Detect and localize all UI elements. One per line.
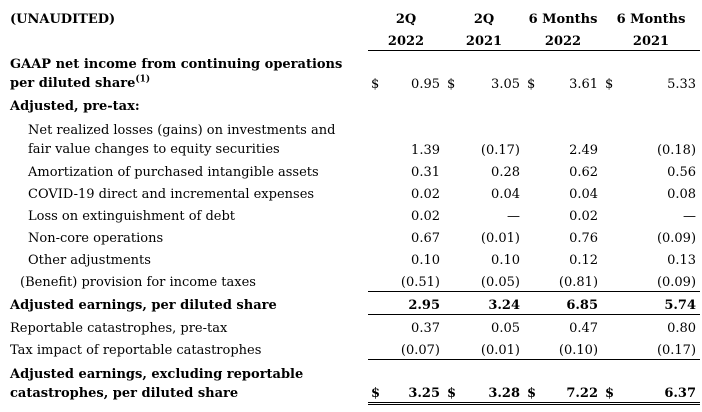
value-6m-2022: 3.61 [569,76,599,92]
header-row-2: 2022 2021 2022 2021 [2,28,701,51]
currency-symbol: $ [524,359,542,405]
value-q2-2021: 3.24 [462,291,524,315]
value-6m-2021: 0.56 [667,164,697,180]
value-q2-2021: 0.05 [491,320,520,336]
value-q2-2022: 0.02 [411,208,440,224]
value-6m-2022: (0.10) [542,336,603,360]
value-q2-2021: (0.01) [480,230,520,246]
row-label: Amortization of purchased intangible ass… [28,164,319,180]
value-q2-2021: (0.05) [462,268,524,292]
value-6m-2021: 0.80 [667,320,697,336]
value-6m-2022: 0.47 [569,320,599,336]
row-label: Other adjustments [28,252,151,268]
value-q2-2021: (0.01) [462,336,524,360]
value-6m-2022: 0.02 [569,208,599,224]
currency-symbol: $ [447,76,456,92]
row-label: COVID-19 direct and incremental expenses [28,186,315,202]
value-6m-2021: 5.33 [667,76,697,92]
value-6m-2021: 0.13 [667,252,697,268]
value-6m-2022: 7.22 [542,359,603,405]
col-header-6m-2021-l1: 6 Months [616,12,686,27]
table-row-catastrophe-tax: Tax impact of reportable catastrophes (0… [2,336,701,360]
row-label: (Benefit) provision for income taxes [20,275,256,290]
header-row-1: (UNAUDITED) 2Q 2Q 6 Months 6 Months [2,6,700,28]
value-6m-2021: (0.18) [656,142,697,158]
value-6m-2022: 0.62 [569,164,599,180]
col-header-q2-2022-l1: 2Q [395,12,417,27]
value-q2-2022: 1.39 [411,142,440,158]
value-6m-2021: 6.37 [620,359,701,405]
value-6m-2022: 0.12 [569,252,599,268]
value-6m-2022: 0.04 [569,186,599,202]
value-q2-2022: 0.02 [411,186,440,202]
row-label: Adjusted earnings, per diluted share [10,298,277,313]
value-6m-2022: 0.76 [569,230,599,246]
table-row-other-adjustments: Other adjustments 0.10 0.10 0.12 0.13 [2,247,700,269]
col-header-q2-2021-l1: 2Q [473,12,495,27]
table-row-section-heading: Adjusted, pre-tax: [2,93,700,115]
section-heading: Adjusted, pre-tax: [10,98,140,114]
value-6m-2021: 5.74 [620,291,701,315]
row-label: Loss on extinguishment of debt [28,208,236,224]
value-q2-2021: 0.28 [491,164,520,180]
value-q2-2021: — [507,208,520,224]
value-6m-2022: 2.49 [569,142,599,158]
value-6m-2021: (0.17) [620,336,701,360]
row-label: Non-core operations [28,230,164,246]
earnings-reconciliation-table: (UNAUDITED) 2Q 2Q 6 Months 6 Months 2022… [2,6,701,405]
col-header-6m-2021-l2: 2021 [602,28,701,51]
value-q2-2022: 0.10 [411,252,440,268]
table-row-catastrophes: Reportable catastrophes, pre-tax 0.37 0.… [2,314,700,337]
col-header-6m-2022-l1: 6 Months [528,12,598,27]
value-q2-2022: 0.31 [411,164,440,180]
value-6m-2021: (0.09) [656,230,697,246]
table-row-non-core: Non-core operations 0.67 (0.01) 0.76 (0.… [2,225,700,247]
table-row-adjusted-earnings: Adjusted earnings, per diluted share 2.9… [2,291,701,315]
currency-symbol: $ [527,76,536,92]
currency-symbol: $ [605,76,614,92]
value-q2-2022: (0.07) [386,336,444,360]
table-row-covid-expenses: COVID-19 direct and incremental expenses… [2,181,700,203]
row-label: GAAP net income from continuing operatio… [10,56,343,91]
currency-symbol: $ [371,76,380,92]
col-header-6m-2022-l2: 2022 [524,28,603,51]
value-q2-2022: 0.67 [411,230,440,246]
value-6m-2022: 6.85 [542,291,603,315]
footnote-marker: (1) [135,74,151,85]
value-6m-2021: — [683,208,697,224]
row-label: Net realized losses (gains) on investmen… [28,122,336,157]
row-label: Adjusted earnings, excluding reportable … [10,367,304,401]
currency-symbol: $ [444,359,462,405]
table-row-income-taxes: (Benefit) provision for income taxes (0.… [2,268,701,292]
row-label: Reportable catastrophes, pre-tax [10,320,228,336]
value-q2-2022: 0.37 [411,320,440,336]
table-row-realized-losses: Net realized losses (gains) on investmen… [2,115,700,159]
value-6m-2021: 0.08 [667,186,697,202]
value-6m-2022: (0.81) [542,268,603,292]
table-row-amortization: Amortization of purchased intangible ass… [2,159,700,181]
value-q2-2022: 2.95 [386,291,444,315]
table-row-debt-extinguishment: Loss on extinguishment of debt 0.02 — 0.… [2,203,700,225]
value-q2-2021: 3.05 [491,76,520,92]
col-header-q2-2021-l2: 2021 [444,28,524,51]
row-label: Tax impact of reportable catastrophes [10,343,262,358]
table-row-adjusted-excl-catastrophes: Adjusted earnings, excluding reportable … [2,359,701,405]
unaudited-label: (UNAUDITED) [10,12,116,27]
value-6m-2021: (0.09) [620,268,701,292]
value-q2-2022: 0.95 [411,76,440,92]
col-header-q2-2022-l2: 2022 [368,28,444,51]
value-q2-2021: 0.10 [491,252,520,268]
table-row-gaap: GAAP net income from continuing operatio… [2,51,700,93]
value-q2-2021: (0.17) [480,142,520,158]
currency-symbol: $ [368,359,386,405]
value-q2-2021: 0.04 [491,186,520,202]
value-q2-2022: (0.51) [386,268,444,292]
currency-symbol: $ [602,359,621,405]
value-q2-2021: 3.28 [462,359,524,405]
value-q2-2022: 3.25 [386,359,444,405]
